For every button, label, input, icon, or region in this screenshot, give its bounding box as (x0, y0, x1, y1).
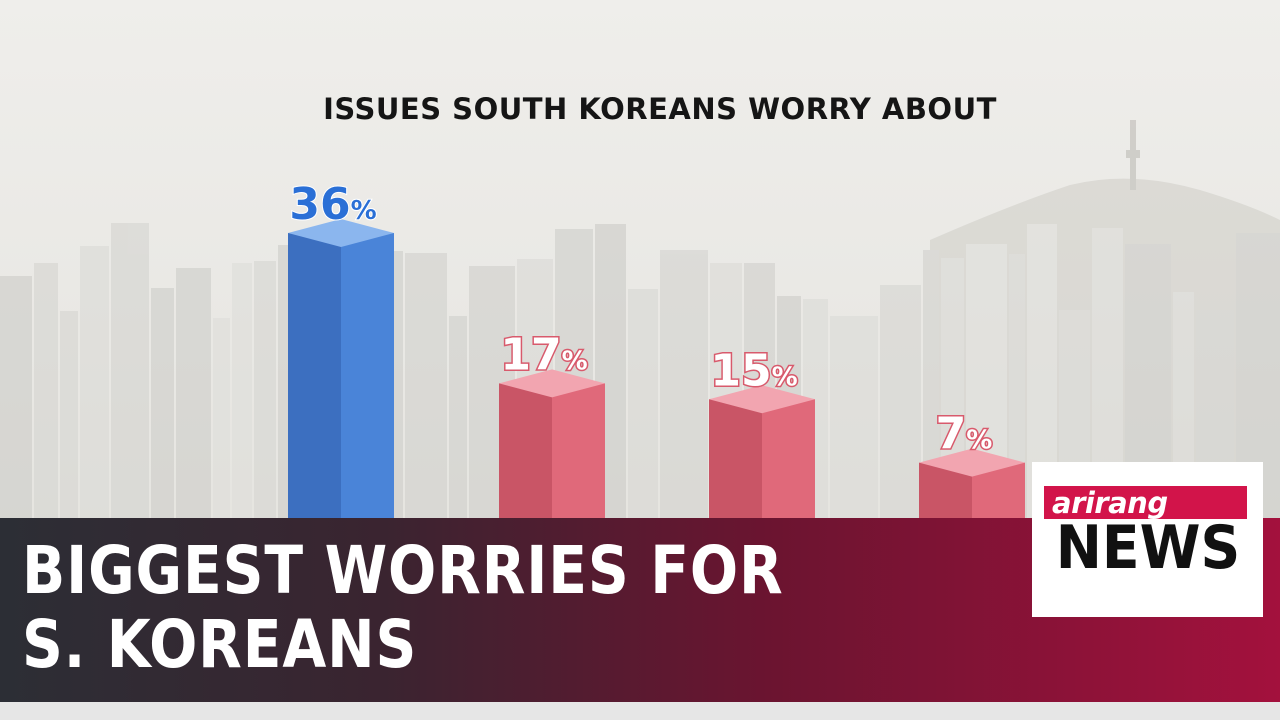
building-shape (60, 311, 78, 520)
logo-red-band (1044, 486, 1247, 519)
bar-top-face (499, 369, 605, 398)
building-shape (660, 250, 708, 520)
building-shape (405, 253, 447, 520)
building-shape (213, 318, 230, 520)
building-shape (830, 316, 878, 520)
bar-3 (709, 385, 815, 518)
logo-arirang-text: arirang (1052, 486, 1168, 520)
logo-news-text: NEWS (1055, 513, 1241, 583)
building-shape (923, 250, 939, 520)
building-shape (449, 316, 467, 520)
bar-front-right (552, 383, 605, 518)
headline-line-2: S. KOREANS (22, 606, 418, 683)
building-shape (34, 263, 58, 520)
data-label-4: 7% (936, 409, 993, 460)
bar-front-right (762, 399, 815, 518)
building-shape (880, 285, 921, 520)
data-label-3: 15% (710, 345, 797, 396)
data-label-2: 17% (500, 329, 587, 380)
building-shape (0, 276, 32, 520)
bar-front-right (341, 233, 394, 518)
building-shape (80, 246, 109, 520)
bar-1 (288, 219, 394, 518)
bar-front-left (288, 233, 341, 518)
data-label-1: 36% (289, 179, 376, 230)
building-shape (176, 268, 211, 520)
building-shape (254, 261, 276, 520)
building-shape (1009, 254, 1025, 520)
building-shape (232, 263, 252, 520)
bar-front-left (499, 383, 552, 518)
bar-top-face (709, 385, 815, 414)
chart-title: ISSUES SOUTH KOREANS WORRY ABOUT (323, 92, 997, 126)
bar-front-left (709, 399, 762, 518)
bar-top-face (919, 448, 1025, 477)
bar-4 (919, 448, 1025, 518)
building-shape (151, 288, 174, 520)
building-shape (628, 289, 658, 520)
news-logo (1032, 462, 1263, 617)
bottom-strip (0, 702, 1280, 720)
bar-2 (499, 369, 605, 518)
building-shape (111, 223, 149, 520)
bar-chart: 36%17%15%7%Children'seducation (288, 178, 1026, 589)
bar-top-face (288, 219, 394, 247)
tower-deck-shape (1126, 150, 1140, 158)
headline-line-1: BIGGEST WORRIES FOR (22, 532, 784, 609)
